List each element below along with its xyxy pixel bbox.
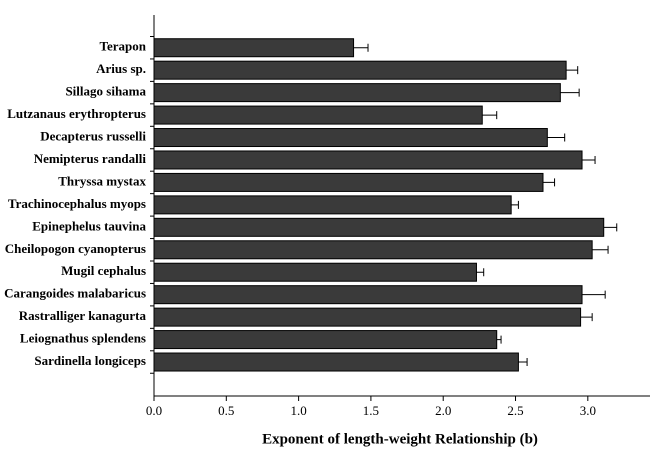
bar [153,172,544,192]
error-bar [592,245,609,254]
bar [153,83,561,103]
x-axis-label: Exponent of length-weight Relationship (… [262,431,538,447]
error-bar [580,313,593,322]
y-tick-label: Terapon [100,39,147,54]
error-bar [353,43,369,52]
bar [153,330,498,350]
bar [153,150,583,170]
y-tick-label: Rastralliger kanagurta [19,308,147,323]
x-tick-label: 2.5 [507,403,523,418]
y-tick-label: Nemipterus randalli [34,151,147,166]
y-tick-label: Decapterus russelli [40,129,146,144]
error-bar [566,66,579,75]
error-bar [582,155,596,164]
y-tick-label: Sillago sihama [65,84,146,99]
error-bar [542,178,556,187]
y-tick-label: Leiognathus splendens [20,331,146,346]
error-bar [560,88,580,97]
bar [153,217,605,237]
y-tick-label: Lutzanaus erythropterus [7,106,146,121]
y-tick-label: Mugil cephalus [61,263,146,278]
bar [153,195,512,215]
bar [153,307,582,327]
y-tick-label: Arius sp. [96,61,146,76]
bar [153,38,355,58]
error-bar [476,268,485,277]
x-tick-label: 1.5 [363,403,379,418]
error-bar [482,111,498,120]
y-tick-label: Carangoides malabaricus [4,286,146,301]
x-tick-label: 1.0 [290,403,306,418]
bar [153,262,477,282]
x-tick-label: 2.0 [435,403,451,418]
error-bar [547,133,566,142]
bar [153,352,519,372]
y-tick-label: Thryssa mystax [58,173,146,188]
error-bar [518,358,528,367]
y-tick-label: Cheilopogon cyanopterus [5,241,146,256]
y-tick-label: Trachinocephalus myops [8,196,146,211]
error-bar [582,290,606,299]
error-bar [496,335,502,344]
bar [153,128,548,148]
error-bar [511,200,519,209]
y-tick-label: Sardinella longiceps [34,353,146,368]
y-tick-label: Epinephelus tauvina [32,218,146,233]
x-tick-label: 0.5 [218,403,234,418]
bar [153,105,483,125]
x-tick-label: 0.0 [146,403,162,418]
x-tick-label: 3.0 [580,403,596,418]
error-bar [603,223,618,232]
bar [153,285,583,305]
bar [153,60,567,80]
bar [153,240,593,260]
